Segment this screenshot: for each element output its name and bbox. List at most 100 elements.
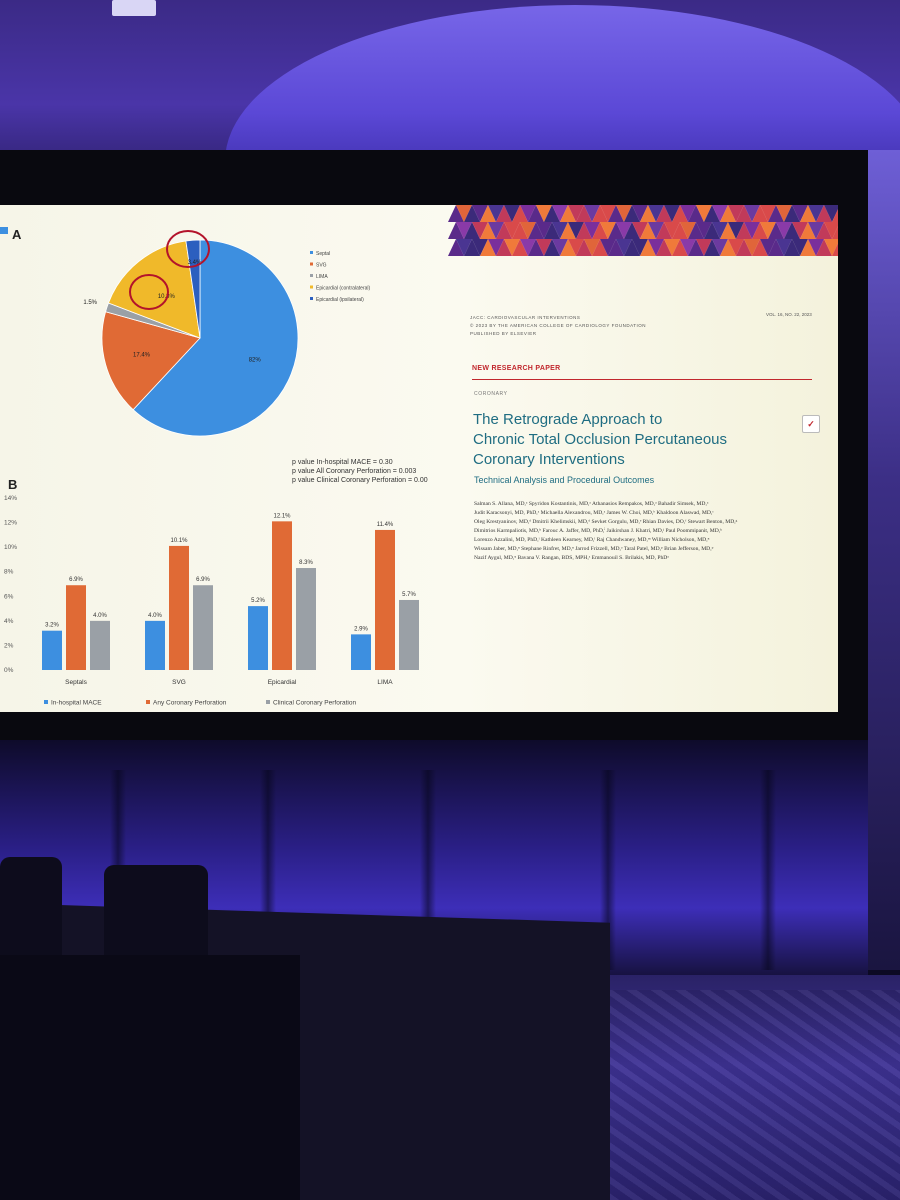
banner-triangle — [816, 222, 832, 239]
x-category-label: LIMA — [377, 679, 393, 686]
banner-triangle — [504, 205, 520, 222]
banner-triangle — [656, 239, 672, 256]
banner-triangle — [704, 239, 720, 256]
banner-triangle — [832, 226, 838, 239]
banner-triangle — [824, 205, 838, 222]
banner-triangle — [768, 205, 784, 222]
bar-value-label: 6.9% — [196, 577, 210, 583]
y-tick-label: 0% — [4, 667, 14, 674]
author-line: Nazif Aygul, MD,ᵠ Bavana V. Rangan, BDS,… — [474, 555, 669, 561]
banner-triangle — [552, 239, 568, 256]
bar-value-label: 11.4% — [377, 522, 394, 528]
crossmark-icon: ✓ — [802, 415, 820, 433]
banner-triangle — [816, 239, 832, 256]
banner-triangle — [832, 243, 838, 256]
banner-triangle — [672, 205, 688, 222]
banner-triangle — [600, 205, 616, 222]
author-list: Salman S. Allana, MD,ᵃ Spyridon Kostanti… — [474, 500, 819, 563]
copyright-line: © 2023 BY THE AMERICAN COLLEGE OF CARDIO… — [470, 323, 647, 328]
curtain-fold — [600, 770, 616, 970]
banner-triangle — [728, 239, 744, 256]
author-line: Lorenzo Azzalini, MD, PhD,ˡ Kathleen Kea… — [474, 537, 710, 543]
banner-triangle — [536, 239, 552, 256]
banner-triangle — [608, 239, 624, 256]
banner-triangle — [616, 222, 632, 239]
paper-title-line: Coronary Interventions — [473, 451, 625, 468]
pie-legend-entry: LIMA — [316, 274, 328, 280]
banner-triangle — [672, 239, 688, 256]
banner-triangle — [808, 239, 824, 256]
banner-triangle — [704, 205, 720, 222]
bar — [351, 634, 371, 670]
banner-triangle — [456, 222, 472, 239]
bar — [272, 521, 292, 670]
pie-legend-entry: Septal — [316, 251, 330, 257]
banner-triangle — [808, 222, 824, 239]
bar — [375, 529, 395, 670]
x-category-label: SVG — [172, 679, 186, 686]
banner-triangle — [664, 239, 680, 256]
banner-triangle — [608, 205, 624, 222]
bar — [399, 599, 419, 670]
banner-triangle — [536, 222, 552, 239]
carpet-pattern — [560, 990, 900, 1200]
legend-swatch — [310, 285, 313, 289]
banner-triangle — [464, 205, 480, 222]
banner-triangle — [792, 239, 808, 256]
banner-triangle — [688, 239, 704, 256]
pie-slice-label: 1.5% — [83, 300, 97, 306]
journal-name: JACC: CARDIOVASCULAR INTERVENTIONS — [470, 315, 581, 320]
banner-triangle — [592, 239, 608, 256]
p-value-mace: p value In-hospital MACE = 0.30 — [292, 459, 393, 466]
banner-triangle — [488, 205, 504, 222]
paper-title-line: The Retrograde Approach to — [473, 411, 663, 428]
banner-triangle — [584, 222, 600, 239]
bar — [90, 620, 110, 670]
bar — [145, 620, 165, 670]
legend-swatch — [310, 297, 313, 300]
banner-triangle — [760, 205, 776, 222]
banner-triangle — [712, 239, 728, 256]
author-line: Wissam Jaber, MD,ⁿ Stephane Rinfret, MD,… — [474, 546, 714, 552]
y-tick-label: 14% — [4, 495, 17, 502]
highlight-circle — [129, 274, 169, 310]
banner-triangle — [616, 239, 632, 256]
banner-triangle — [752, 222, 768, 239]
bar-value-label: 5.7% — [402, 592, 416, 598]
banner-triangle — [640, 239, 656, 256]
y-tick-label: 12% — [4, 520, 17, 527]
banner-triangle — [472, 205, 488, 222]
banner-triangle — [448, 222, 464, 239]
banner-triangle — [800, 222, 816, 239]
banner-triangle — [528, 222, 544, 239]
banner-triangle — [704, 222, 720, 239]
banner-triangle — [472, 239, 488, 256]
banner-triangle — [480, 222, 496, 239]
y-tick-label: 10% — [4, 544, 17, 551]
banner-triangle — [600, 222, 616, 239]
p-value-clinical-perforation: p value Clinical Coronary Perforation = … — [292, 477, 428, 484]
banner-triangle — [544, 222, 560, 239]
pie-chart: 82%17.4%1.5%10.8%3.4% — [83, 230, 299, 437]
banner-triangle — [576, 239, 592, 256]
author-line: Dimitrios Karmpaliotis, MD,ʰ Farouc A. J… — [474, 528, 722, 534]
banner-triangle — [560, 205, 576, 222]
banner-triangle — [568, 239, 584, 256]
legend-swatch — [146, 700, 150, 704]
panel-a-label: A — [12, 227, 22, 242]
banner-triangle — [640, 222, 656, 239]
banner-triangle — [496, 239, 512, 256]
banner-triangle — [520, 239, 536, 256]
banner-triangle — [744, 239, 760, 256]
banner-triangle — [744, 222, 760, 239]
banner-triangle — [736, 222, 752, 239]
pie-slice — [132, 239, 299, 437]
banner-triangle — [504, 222, 520, 239]
bar — [296, 568, 316, 670]
banner-triangle — [496, 222, 512, 239]
banner-triangle — [696, 205, 712, 222]
banner-triangle — [792, 222, 808, 239]
banner-triangle — [656, 222, 672, 239]
bar-value-label: 8.3% — [299, 560, 313, 566]
banner-triangle — [632, 222, 648, 239]
